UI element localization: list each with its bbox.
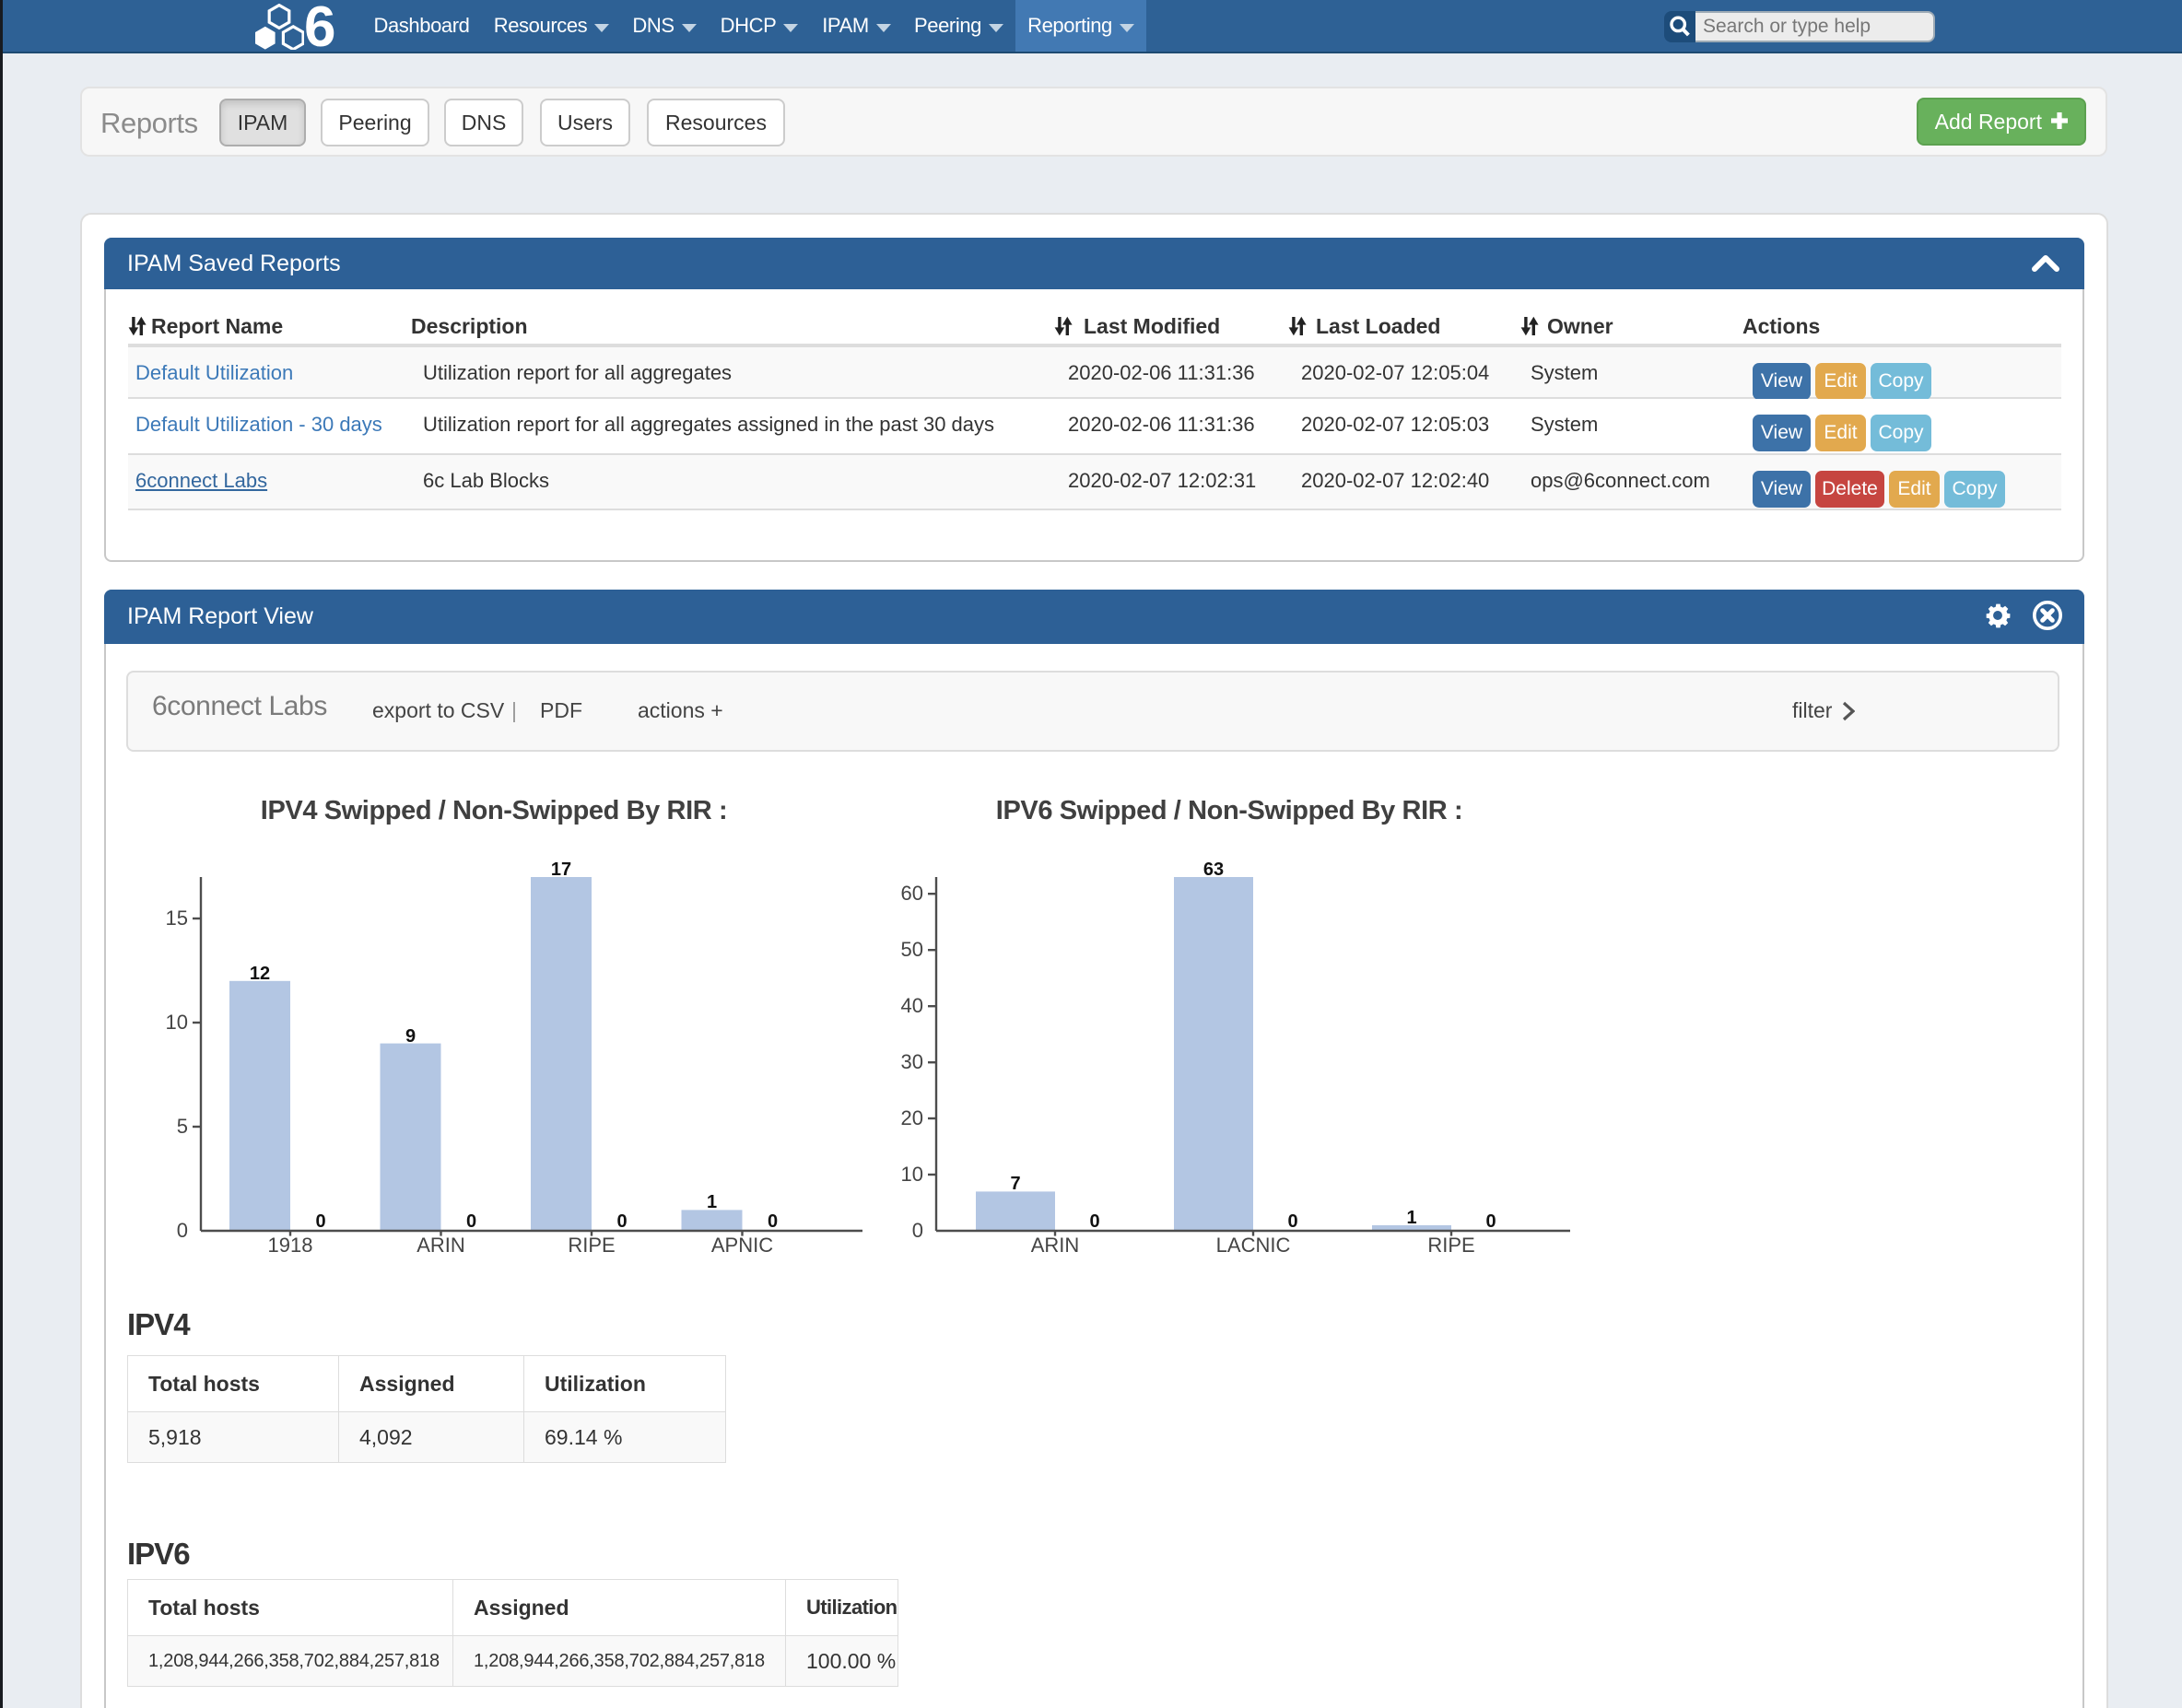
svg-text:12: 12 <box>250 964 270 984</box>
svg-text:10: 10 <box>166 1011 188 1034</box>
svg-text:IPV4 Swipped / Non-Swipped By: IPV4 Swipped / Non-Swipped By RIR : <box>261 796 727 825</box>
svg-text:APNIC: APNIC <box>711 1234 773 1257</box>
svg-text:5: 5 <box>177 1115 188 1138</box>
svg-text:0: 0 <box>315 1211 325 1232</box>
svg-text:RIPE: RIPE <box>568 1234 615 1257</box>
svg-text:1: 1 <box>707 1192 717 1212</box>
svg-text:0: 0 <box>1287 1211 1297 1232</box>
svg-text:0: 0 <box>1485 1211 1496 1232</box>
svg-text:1: 1 <box>1406 1208 1416 1228</box>
svg-text:RIPE: RIPE <box>1427 1234 1474 1257</box>
svg-text:1918: 1918 <box>268 1234 313 1257</box>
svg-text:15: 15 <box>166 907 188 930</box>
svg-text:LACNIC: LACNIC <box>1216 1234 1291 1257</box>
svg-text:ARIN: ARIN <box>416 1234 465 1257</box>
svg-text:60: 60 <box>901 882 923 905</box>
svg-text:0: 0 <box>768 1211 778 1232</box>
svg-text:0: 0 <box>1089 1211 1099 1232</box>
svg-text:20: 20 <box>901 1106 923 1129</box>
svg-text:0: 0 <box>466 1211 476 1232</box>
svg-text:40: 40 <box>901 994 923 1017</box>
svg-text:ARIN: ARIN <box>1031 1234 1080 1257</box>
svg-text:63: 63 <box>1203 860 1224 880</box>
svg-text:7: 7 <box>1010 1174 1020 1194</box>
svg-text:9: 9 <box>405 1026 416 1047</box>
svg-text:50: 50 <box>901 938 923 961</box>
svg-text:30: 30 <box>901 1050 923 1073</box>
svg-text:IPV6 Swipped / Non-Swipped By: IPV6 Swipped / Non-Swipped By RIR : <box>996 796 1462 825</box>
svg-text:0: 0 <box>616 1211 627 1232</box>
svg-text:0: 0 <box>912 1219 923 1242</box>
svg-text:10: 10 <box>901 1163 923 1186</box>
svg-text:0: 0 <box>177 1219 188 1242</box>
svg-text:17: 17 <box>551 860 571 880</box>
